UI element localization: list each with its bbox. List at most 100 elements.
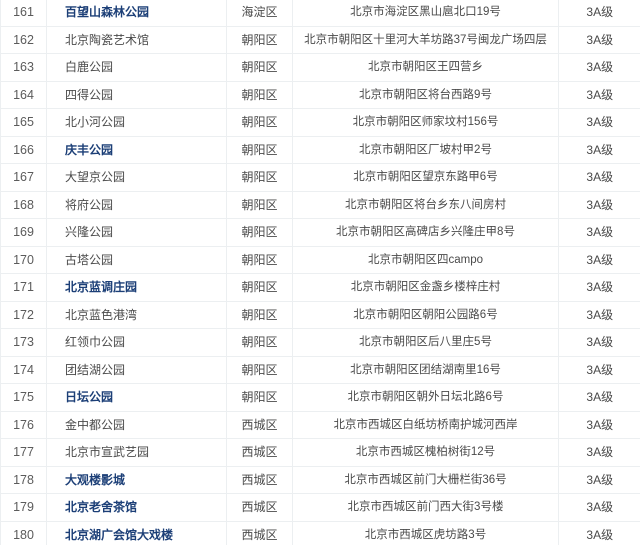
rating-level-cell: 3A级 <box>558 356 640 384</box>
address-cell: 北京市朝阳区朝外日坛北路6号 <box>292 383 559 412</box>
scenic-spot-name-cell: 北京蓝色港湾 <box>46 301 227 329</box>
row-index-cell: 172 <box>0 301 47 329</box>
district-cell: 朝阳区 <box>226 273 293 302</box>
table-row[interactable]: 172 北京蓝色港湾 朝阳区 北京市朝阳区朝阳公园路6号 3A级 <box>0 301 640 329</box>
rating-level-cell: 3A级 <box>558 108 640 137</box>
table-row[interactable]: 178 大观楼影城 西城区 北京市西城区前门大栅栏街36号 3A级 <box>0 466 640 494</box>
rating-level-cell: 3A级 <box>558 81 640 109</box>
row-index-cell: 166 <box>0 136 47 164</box>
district-cell: 朝阳区 <box>226 163 293 192</box>
row-index-cell: 180 <box>0 521 47 545</box>
scenic-spot-name-cell[interactable]: 北京蓝调庄园 <box>46 273 227 302</box>
address-cell: 北京市朝阳区朝阳公园路6号 <box>292 301 559 329</box>
district-cell: 朝阳区 <box>226 301 293 329</box>
table-row[interactable]: 179 北京老舍茶馆 西城区 北京市西城区前门西大街3号楼 3A级 <box>0 493 640 522</box>
scenic-spot-name-cell: 北京陶瓷艺术馆 <box>46 26 227 54</box>
table-row[interactable]: 171 北京蓝调庄园 朝阳区 北京市朝阳区金盏乡楼梓庄村 3A级 <box>0 273 640 302</box>
scenic-spot-name-cell: 将府公园 <box>46 191 227 219</box>
table-row[interactable]: 163 白鹿公园 朝阳区 北京市朝阳区王四营乡 3A级 <box>0 53 640 82</box>
table-row[interactable]: 170 古塔公园 朝阳区 北京市朝阳区四campo 3A级 <box>0 246 640 274</box>
row-index-cell: 174 <box>0 356 47 384</box>
row-index-cell: 179 <box>0 493 47 522</box>
table-row[interactable]: 164 四得公园 朝阳区 北京市朝阳区将台西路9号 3A级 <box>0 81 640 109</box>
table-row[interactable]: 165 北小河公园 朝阳区 北京市朝阳区师家坟村156号 3A级 <box>0 108 640 137</box>
row-index-cell: 178 <box>0 466 47 494</box>
address-cell: 北京市西城区白纸坊桥南护城河西岸 <box>292 411 559 439</box>
district-cell: 海淀区 <box>226 0 293 27</box>
table-row[interactable]: 161 百望山森林公园 海淀区 北京市海淀区黑山扈北口19号 3A级 <box>0 0 640 27</box>
district-cell: 朝阳区 <box>226 81 293 109</box>
rating-level-cell: 3A级 <box>558 273 640 302</box>
row-index-cell: 165 <box>0 108 47 137</box>
row-index-cell: 163 <box>0 53 47 82</box>
address-cell: 北京市朝阳区十里河大羊坊路37号闽龙广场四层 <box>292 26 559 54</box>
scenic-spot-name-cell: 古塔公园 <box>46 246 227 274</box>
row-index-cell: 177 <box>0 438 47 467</box>
scenic-spot-name-cell: 北京市宣武艺园 <box>46 438 227 467</box>
district-cell: 西城区 <box>226 493 293 522</box>
table-row[interactable]: 176 金中都公园 西城区 北京市西城区白纸坊桥南护城河西岸 3A级 <box>0 411 640 439</box>
row-index-cell: 171 <box>0 273 47 302</box>
rating-level-cell: 3A级 <box>558 53 640 82</box>
scenic-spot-name-cell[interactable]: 大观楼影城 <box>46 466 227 494</box>
scenic-spot-name-cell[interactable]: 庆丰公园 <box>46 136 227 164</box>
rating-level-cell: 3A级 <box>558 493 640 522</box>
rating-level-cell: 3A级 <box>558 26 640 54</box>
table-row[interactable]: 175 日坛公园 朝阳区 北京市朝阳区朝外日坛北路6号 3A级 <box>0 383 640 412</box>
address-cell: 北京市朝阳区团结湖南里16号 <box>292 356 559 384</box>
scenic-spot-name-cell[interactable]: 日坛公园 <box>46 383 227 412</box>
district-cell: 西城区 <box>226 438 293 467</box>
table-row[interactable]: 174 团结湖公园 朝阳区 北京市朝阳区团结湖南里16号 3A级 <box>0 356 640 384</box>
rating-level-cell: 3A级 <box>558 0 640 27</box>
scenic-spot-name-cell[interactable]: 北京老舍茶馆 <box>46 493 227 522</box>
rating-level-cell: 3A级 <box>558 218 640 247</box>
address-cell: 北京市朝阳区将台乡东八间房村 <box>292 191 559 219</box>
table-row[interactable]: 177 北京市宣武艺园 西城区 北京市西城区槐柏树街12号 3A级 <box>0 438 640 467</box>
district-cell: 朝阳区 <box>226 246 293 274</box>
address-cell: 北京市西城区槐柏树街12号 <box>292 438 559 467</box>
address-cell: 北京市朝阳区王四营乡 <box>292 53 559 82</box>
table-row[interactable]: 166 庆丰公园 朝阳区 北京市朝阳区厂坡村甲2号 3A级 <box>0 136 640 164</box>
row-index-cell: 176 <box>0 411 47 439</box>
district-cell: 朝阳区 <box>226 191 293 219</box>
district-cell: 朝阳区 <box>226 218 293 247</box>
table-row[interactable]: 173 红领巾公园 朝阳区 北京市朝阳区后八里庄5号 3A级 <box>0 328 640 357</box>
table-row[interactable]: 169 兴隆公园 朝阳区 北京市朝阳区高碑店乡兴隆庄甲8号 3A级 <box>0 218 640 247</box>
address-cell: 北京市海淀区黑山扈北口19号 <box>292 0 559 27</box>
district-cell: 朝阳区 <box>226 383 293 412</box>
scenic-spot-name-cell[interactable]: 北京湖广会馆大戏楼 <box>46 521 227 545</box>
district-cell: 朝阳区 <box>226 26 293 54</box>
scenic-spot-name-cell: 红领巾公园 <box>46 328 227 357</box>
row-index-cell: 175 <box>0 383 47 412</box>
rating-level-cell: 3A级 <box>558 438 640 467</box>
scenic-spot-name-cell[interactable]: 百望山森林公园 <box>46 0 227 27</box>
rating-level-cell: 3A级 <box>558 383 640 412</box>
row-index-cell: 170 <box>0 246 47 274</box>
address-cell: 北京市朝阳区望京东路甲6号 <box>292 163 559 192</box>
address-cell: 北京市朝阳区金盏乡楼梓庄村 <box>292 273 559 302</box>
table-row[interactable]: 168 将府公园 朝阳区 北京市朝阳区将台乡东八间房村 3A级 <box>0 191 640 219</box>
address-cell: 北京市朝阳区四campo <box>292 246 559 274</box>
row-index-cell: 168 <box>0 191 47 219</box>
address-cell: 北京市朝阳区师家坟村156号 <box>292 108 559 137</box>
address-cell: 北京市西城区虎坊路3号 <box>292 521 559 545</box>
row-index-cell: 164 <box>0 81 47 109</box>
table-row[interactable]: 167 大望京公园 朝阳区 北京市朝阳区望京东路甲6号 3A级 <box>0 163 640 192</box>
scenic-spot-name-cell: 兴隆公园 <box>46 218 227 247</box>
scenic-spot-name-cell: 金中都公园 <box>46 411 227 439</box>
table-row[interactable]: 162 北京陶瓷艺术馆 朝阳区 北京市朝阳区十里河大羊坊路37号闽龙广场四层 3A级 <box>0 26 640 54</box>
row-index-cell: 173 <box>0 328 47 357</box>
district-cell: 西城区 <box>226 521 293 545</box>
district-cell: 朝阳区 <box>226 53 293 82</box>
table-row[interactable]: 180 北京湖广会馆大戏楼 西城区 北京市西城区虎坊路3号 3A级 <box>0 521 640 545</box>
district-cell: 朝阳区 <box>226 136 293 164</box>
address-cell: 北京市西城区前门西大街3号楼 <box>292 493 559 522</box>
scenic-spot-name-cell: 四得公园 <box>46 81 227 109</box>
district-cell: 朝阳区 <box>226 356 293 384</box>
rating-level-cell: 3A级 <box>558 328 640 357</box>
rating-level-cell: 3A级 <box>558 246 640 274</box>
address-cell: 北京市朝阳区厂坡村甲2号 <box>292 136 559 164</box>
